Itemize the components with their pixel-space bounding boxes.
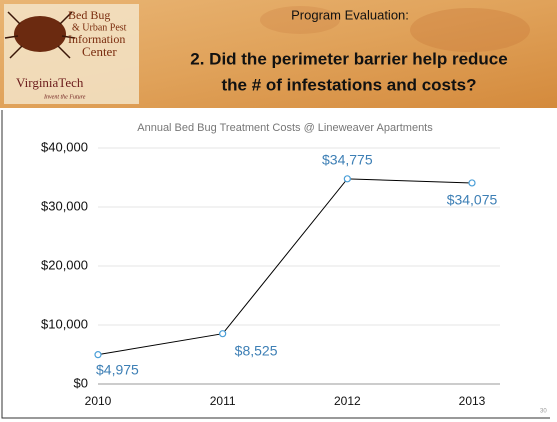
logo-text: Bed Bug [68,8,110,22]
slide-title: 2. Did the perimeter barrier help reduce [190,49,507,68]
data-line [97,178,473,356]
data-label: $34,075 [447,192,498,208]
logo-text: & Urban Pest [72,22,127,33]
slide-title: the # of infestations and costs? [221,75,476,94]
x-tick-label: 2013 [459,394,486,408]
data-point [94,351,102,359]
school-name: VirginiaTech [16,75,84,90]
x-tick-label: 2012 [334,394,361,408]
y-tick-label: $30,000 [41,198,88,213]
data-point [343,175,351,183]
chart-title: Annual Bed Bug Treatment Costs @ Linewea… [137,122,433,134]
bug-legs [4,11,76,59]
data-label: $8,525 [235,342,278,358]
school-motto: Invent the Future [43,94,86,100]
y-tick-label: $0 [74,375,88,390]
page-number: 30 [540,409,547,415]
content-border [1,110,550,419]
bug-icon [14,16,66,52]
data-point [468,179,476,187]
data-label: $4,975 [96,361,139,377]
y-tick-label: $40,000 [41,139,88,154]
data-label: $34,775 [322,152,373,168]
bug-decoration [410,8,530,52]
slide-kicker: Program Evaluation: [291,7,409,22]
y-tick-label: $10,000 [41,316,88,331]
data-point [219,330,227,338]
logo-text: Center [82,44,117,59]
logo-text: Information [68,32,125,46]
x-tick-label: 2010 [85,394,112,408]
y-tick-label: $20,000 [41,257,88,272]
x-tick-label: 2011 [210,394,236,408]
bug-decoration [260,6,340,34]
